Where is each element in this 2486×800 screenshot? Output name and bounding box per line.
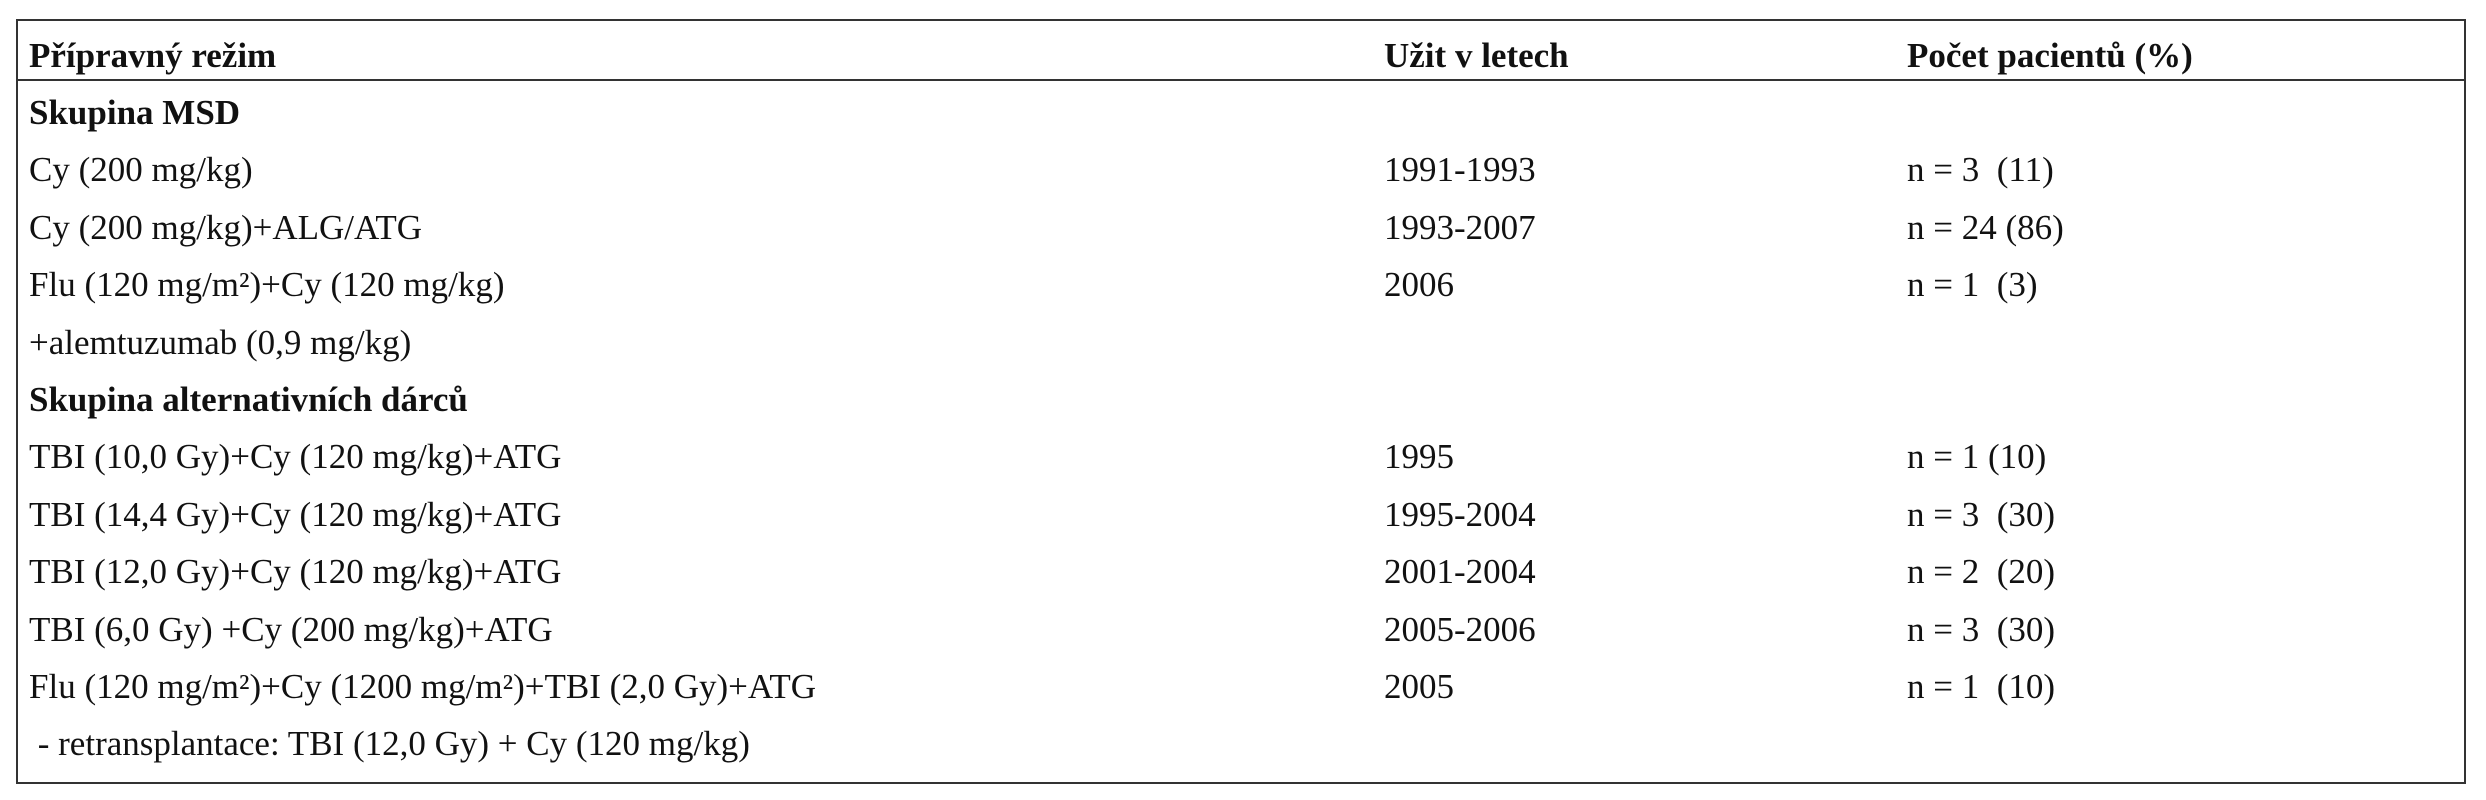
table-cell: n = 2 (20)	[1907, 552, 2056, 592]
header-cell: Počet pacientů (%)	[1907, 36, 2193, 75]
header-cell: Užit v letech	[1384, 36, 1569, 75]
header-cell: Přípravný režim	[29, 36, 277, 75]
table-cell: n = 1 (10)	[1907, 437, 2047, 477]
table-cell: TBI (14,4 Gy)+Cy (120 mg/kg)+ATG	[29, 494, 562, 534]
table-cell: Flu (120 mg/m²)+Cy (1200 mg/m²)+TBI (2,0…	[29, 667, 816, 706]
table-cell: 2005-2006	[1384, 609, 1536, 649]
table-cell: TBI (6,0 Gy) +Cy (200 mg/kg)+ATG	[29, 609, 553, 649]
header-rule	[16, 79, 2466, 81]
table-cell: 2005	[1384, 667, 1454, 706]
group-heading: Skupina alternativních dárců	[29, 380, 468, 419]
table-cell: n = 3 (11)	[1907, 150, 2054, 190]
table-cell: 1993-2007	[1384, 207, 1536, 247]
table-cell: - retransplantace: TBI (12,0 Gy) + Cy (1…	[29, 724, 750, 764]
table-cell: n = 3 (30)	[1907, 494, 2056, 534]
table-cell: TBI (12,0 Gy)+Cy (120 mg/kg)+ATG	[29, 552, 562, 592]
table-cell: 1995	[1384, 437, 1454, 477]
table-cell: n = 1 (3)	[1907, 265, 2038, 305]
table-cell: n = 3 (30)	[1907, 609, 2056, 649]
table-cell: Flu (120 mg/m²)+Cy (120 mg/kg)	[29, 265, 505, 305]
table-border	[16, 19, 2466, 784]
table-cell: +alemtuzumab (0,9 mg/kg)	[29, 322, 412, 362]
table-cell: 1995-2004	[1384, 494, 1536, 534]
table-cell: n = 24 (86)	[1907, 207, 2064, 247]
table-cell: 1991-1993	[1384, 150, 1536, 190]
table-cell: Cy (200 mg/kg)+ALG/ATG	[29, 207, 423, 247]
table-cell: n = 1 (10)	[1907, 667, 2056, 706]
table-cell: Cy (200 mg/kg)	[29, 150, 253, 190]
table-cell: 2006	[1384, 265, 1454, 305]
table-cell: 2001-2004	[1384, 552, 1536, 592]
table-cell: TBI (10,0 Gy)+Cy (120 mg/kg)+ATG	[29, 437, 562, 477]
group-heading: Skupina MSD	[29, 93, 241, 132]
